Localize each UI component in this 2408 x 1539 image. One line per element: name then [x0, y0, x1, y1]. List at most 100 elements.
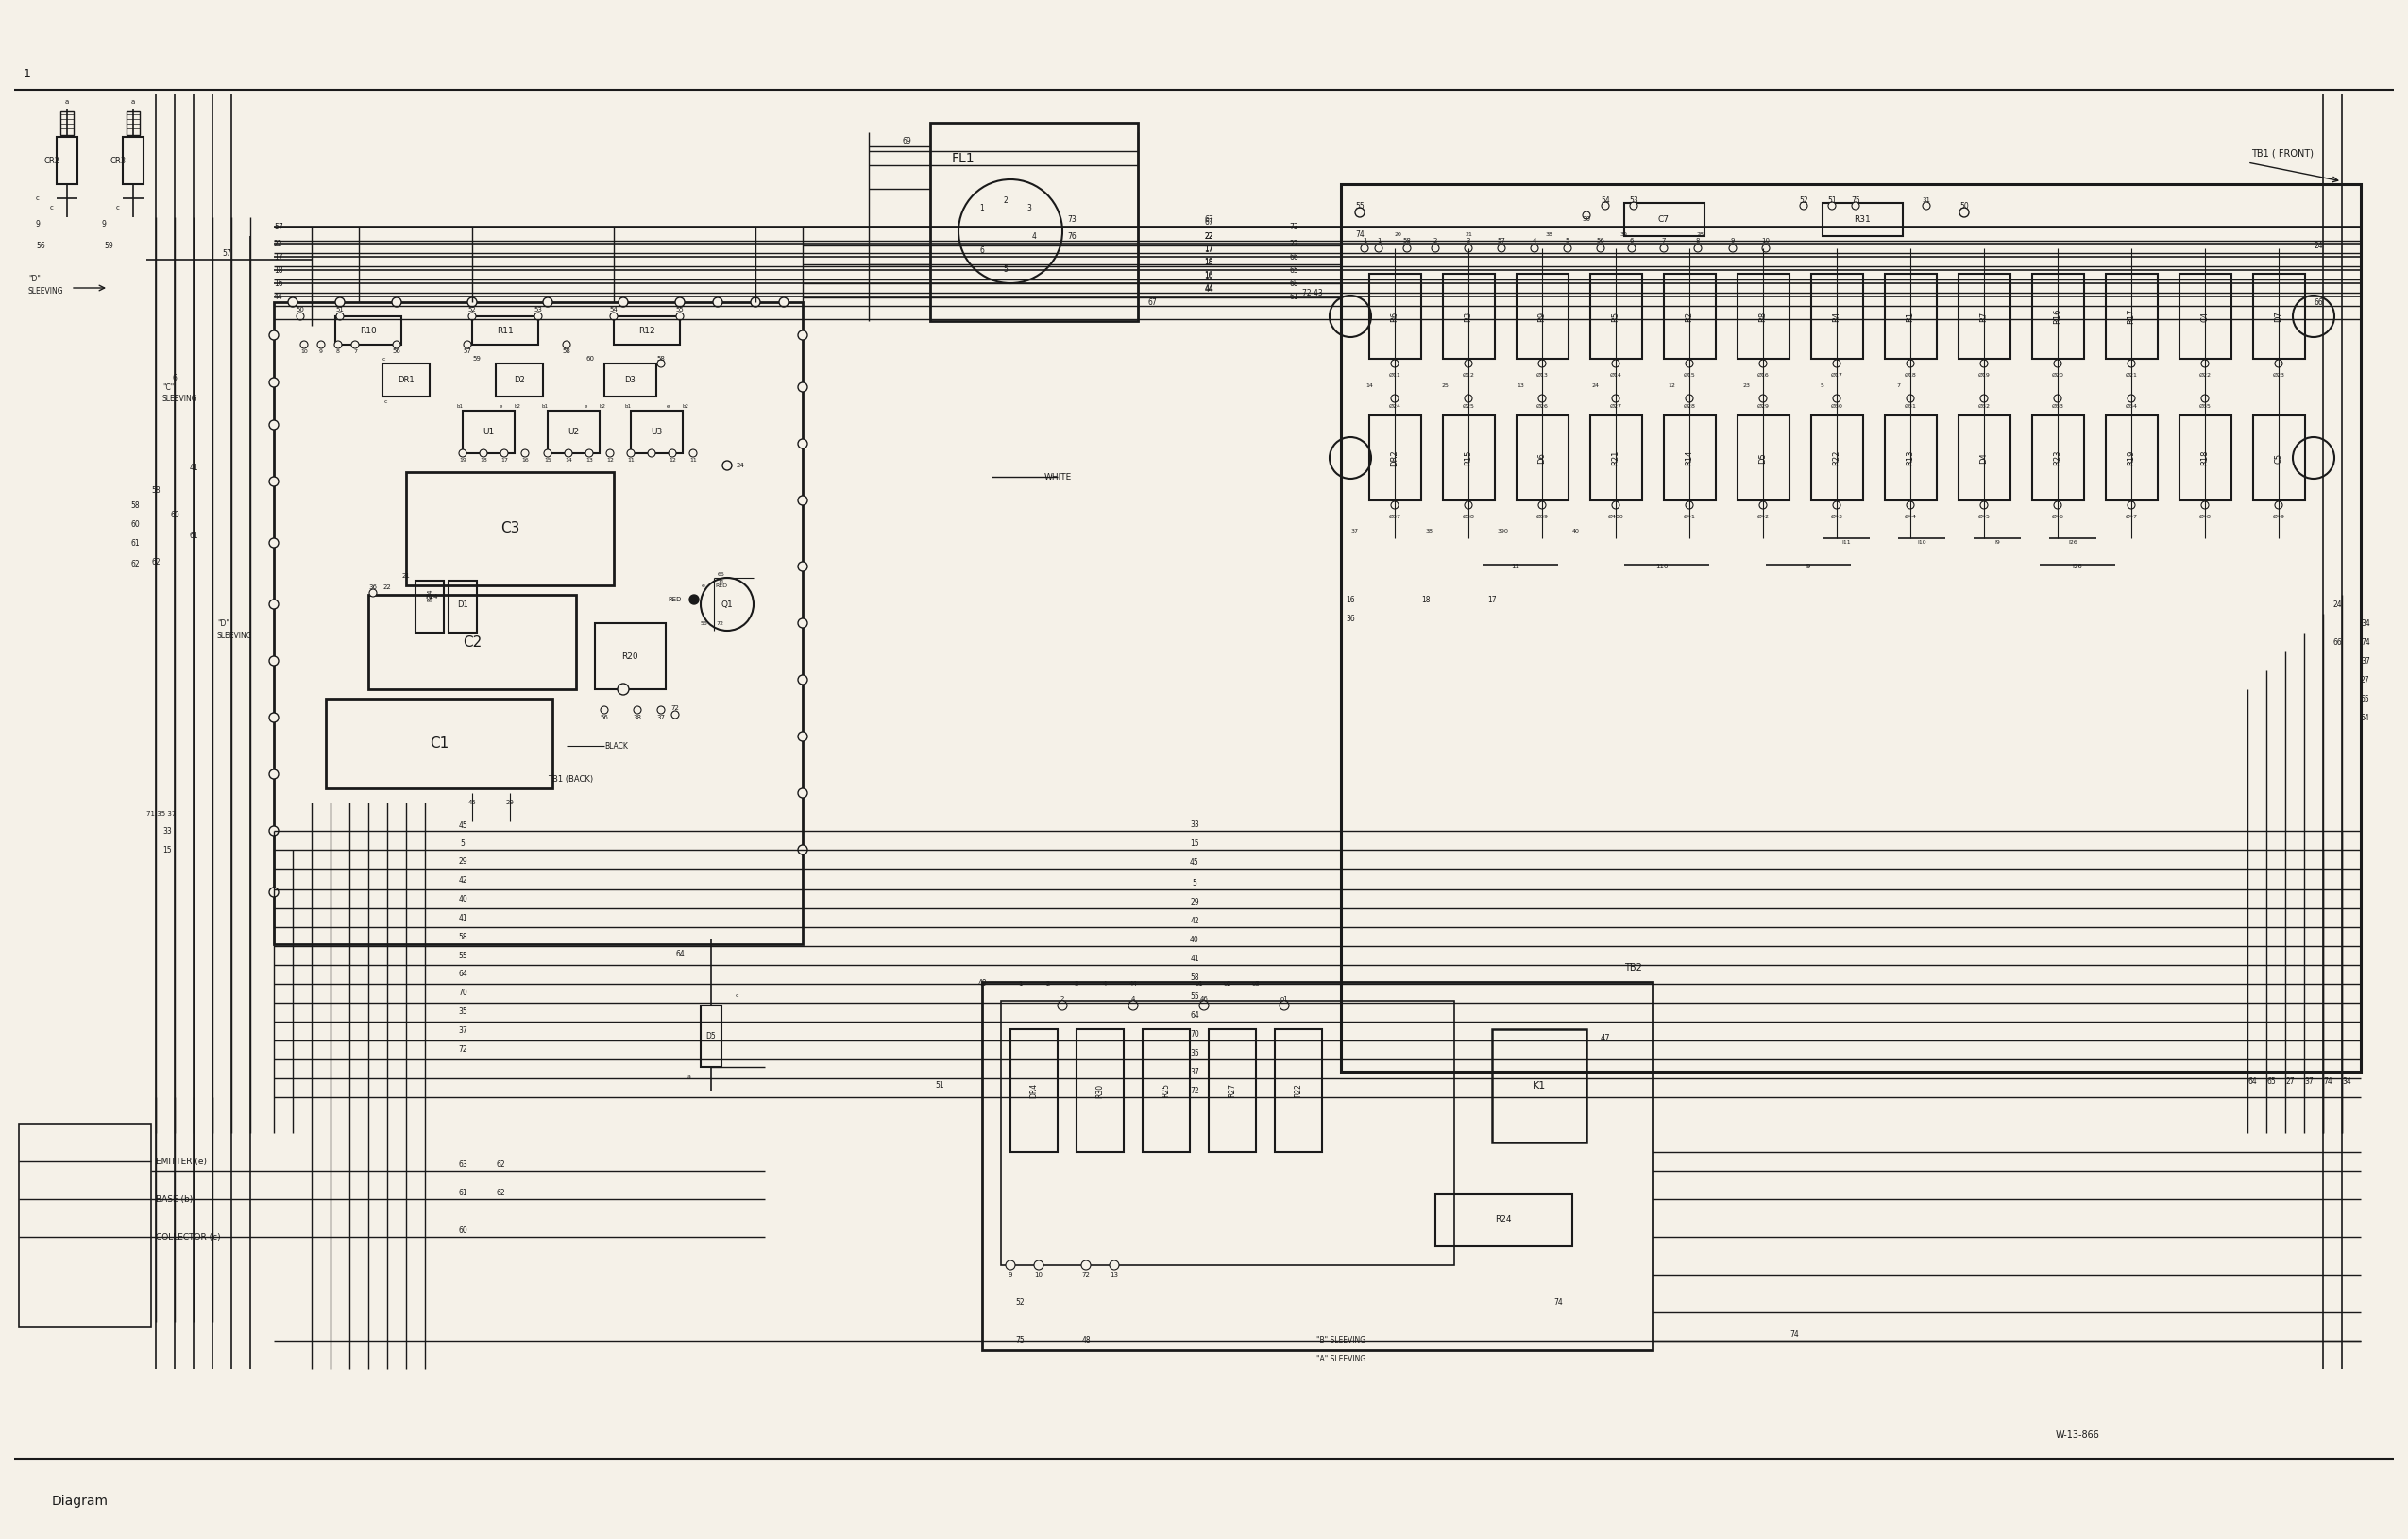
Bar — [1739, 416, 1789, 500]
Circle shape — [535, 312, 542, 320]
Text: 71 35 37: 71 35 37 — [147, 811, 176, 817]
Text: 18: 18 — [1421, 596, 1430, 603]
Circle shape — [542, 297, 551, 306]
Text: 2: 2 — [1060, 996, 1064, 1002]
Circle shape — [2054, 360, 2061, 368]
Bar — [123, 137, 144, 185]
Text: 11: 11 — [689, 457, 696, 462]
Text: 52: 52 — [1799, 195, 1808, 205]
Text: 24: 24 — [1592, 383, 1599, 388]
Text: 57: 57 — [222, 249, 231, 257]
Text: COLLECTOR (c): COLLECTOR (c) — [157, 1233, 222, 1240]
Circle shape — [672, 711, 679, 719]
Text: 59: 59 — [104, 242, 113, 249]
Text: c: c — [36, 195, 39, 202]
Text: 61: 61 — [130, 539, 140, 548]
Circle shape — [1597, 245, 1604, 252]
Text: 33: 33 — [164, 826, 171, 836]
Circle shape — [1828, 202, 1835, 209]
Text: 37: 37 — [1351, 528, 1358, 532]
Bar — [1076, 1030, 1125, 1151]
Text: 46: 46 — [1199, 996, 1209, 1002]
Circle shape — [1539, 394, 1546, 402]
Bar — [547, 765, 718, 793]
Text: 17: 17 — [275, 252, 284, 262]
Text: 69: 69 — [903, 137, 910, 145]
Circle shape — [797, 562, 807, 571]
Text: 64: 64 — [2360, 713, 2369, 722]
Text: 18: 18 — [275, 266, 282, 274]
Text: 58: 58 — [1404, 239, 1411, 243]
Text: Ø30: Ø30 — [1830, 403, 1842, 408]
Text: 75: 75 — [1852, 195, 1859, 205]
Circle shape — [1960, 208, 1970, 217]
Circle shape — [616, 683, 628, 696]
Text: DR4: DR4 — [1031, 1083, 1038, 1099]
Text: b2: b2 — [681, 403, 689, 408]
Text: 60: 60 — [458, 1227, 467, 1234]
Text: 60: 60 — [171, 511, 178, 519]
Circle shape — [657, 706, 665, 714]
Bar — [368, 596, 576, 689]
Text: Ø41: Ø41 — [1683, 514, 1695, 519]
Text: R9: R9 — [1539, 311, 1546, 322]
Text: b1: b1 — [458, 403, 462, 408]
Text: 67: 67 — [1204, 215, 1214, 223]
Text: Ø37: Ø37 — [1389, 514, 1401, 519]
Bar — [1002, 1000, 1454, 1265]
Text: 5: 5 — [1820, 383, 1825, 388]
Text: a: a — [689, 1074, 691, 1079]
Text: 57: 57 — [462, 348, 472, 354]
Bar — [604, 363, 657, 397]
Text: o1: o1 — [1194, 980, 1204, 986]
Bar — [1209, 1030, 1257, 1151]
Text: 17: 17 — [1488, 596, 1495, 603]
Circle shape — [1356, 208, 1365, 217]
Text: 6: 6 — [980, 246, 985, 254]
Circle shape — [270, 539, 279, 548]
Text: R24: R24 — [426, 588, 433, 602]
Text: Ø49: Ø49 — [2273, 514, 2285, 519]
Text: D1: D1 — [458, 600, 467, 608]
Text: b2: b2 — [515, 403, 520, 408]
Text: 24: 24 — [2314, 242, 2324, 249]
Circle shape — [1686, 394, 1693, 402]
Circle shape — [797, 845, 807, 854]
Circle shape — [797, 382, 807, 392]
Text: 13: 13 — [1517, 383, 1524, 388]
Circle shape — [289, 297, 299, 306]
Text: 37: 37 — [458, 1027, 467, 1036]
Text: 54: 54 — [1601, 195, 1611, 205]
Text: 38: 38 — [1546, 232, 1553, 237]
Circle shape — [2129, 394, 2136, 402]
Text: R24: R24 — [426, 594, 438, 600]
Circle shape — [301, 340, 308, 348]
Text: 29: 29 — [458, 857, 467, 865]
Circle shape — [648, 449, 655, 457]
Text: 23: 23 — [1743, 383, 1751, 388]
Text: 8: 8 — [1695, 239, 1700, 243]
Text: 39: 39 — [1621, 232, 1628, 237]
Text: 12: 12 — [669, 457, 677, 462]
Text: o2: o2 — [1223, 980, 1230, 986]
Text: 29: 29 — [1190, 897, 1199, 906]
Circle shape — [1659, 245, 1669, 252]
Text: "B" SLEEVING: "B" SLEEVING — [1317, 1336, 1365, 1345]
Text: 56: 56 — [1597, 239, 1604, 243]
Text: 56: 56 — [36, 242, 46, 249]
Text: 4: 4 — [1031, 232, 1035, 240]
Bar — [462, 411, 515, 452]
Text: R10: R10 — [359, 326, 376, 334]
Bar — [1664, 274, 1717, 359]
Circle shape — [2201, 502, 2208, 509]
Circle shape — [1907, 502, 1914, 509]
Circle shape — [1695, 245, 1702, 252]
Bar — [2179, 274, 2232, 359]
Circle shape — [368, 589, 376, 597]
Text: 72 43: 72 43 — [1303, 288, 1322, 297]
Bar — [1958, 416, 2011, 500]
Circle shape — [1763, 245, 1770, 252]
Circle shape — [669, 449, 677, 457]
Text: 40: 40 — [1190, 936, 1199, 943]
Text: 16: 16 — [1346, 596, 1356, 603]
